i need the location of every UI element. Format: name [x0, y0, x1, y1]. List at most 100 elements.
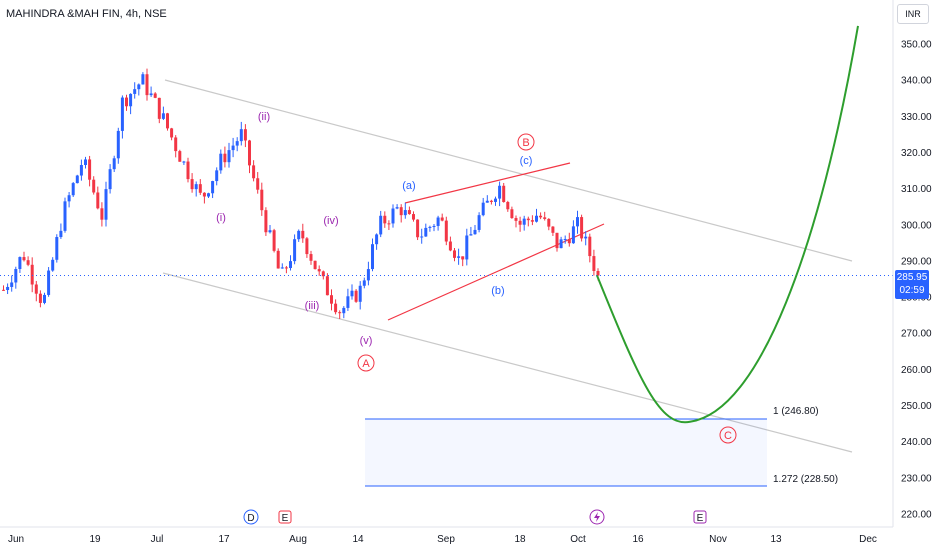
- candle: [289, 255, 292, 271]
- candle-body: [63, 201, 67, 231]
- candle-body: [211, 181, 215, 194]
- candle: [498, 181, 502, 207]
- candle-body: [416, 219, 420, 238]
- candle-body: [485, 200, 489, 203]
- candle: [576, 210, 579, 234]
- candle: [297, 229, 301, 242]
- candle-body: [153, 93, 157, 98]
- candle-body: [469, 234, 473, 236]
- price-tick-label: 300.00: [901, 220, 932, 231]
- channel-lower-line: [162, 272, 853, 453]
- candle-body: [243, 129, 247, 141]
- candle-body: [366, 269, 370, 281]
- candle: [543, 211, 547, 221]
- fib-level-1272-label: 1.272 (228.50): [773, 474, 838, 485]
- candle: [129, 93, 133, 115]
- currency-selector[interactable]: INR: [897, 4, 929, 24]
- candle: [104, 181, 108, 227]
- candle-body: [297, 230, 301, 240]
- candle-body: [194, 184, 198, 190]
- wave-label: B: [517, 133, 535, 151]
- candle: [580, 214, 584, 242]
- candle-body: [198, 184, 202, 193]
- candle: [510, 206, 514, 219]
- wave-circle: [357, 354, 375, 372]
- candle: [22, 251, 26, 262]
- candle: [75, 174, 79, 184]
- wave-circle: [517, 133, 535, 151]
- candle-body: [174, 137, 178, 152]
- candle-body: [350, 290, 354, 297]
- candle: [432, 224, 436, 232]
- candle-body: [202, 192, 206, 197]
- candle-body: [182, 161, 186, 163]
- candle-body: [145, 74, 149, 96]
- candle-body: [551, 226, 555, 233]
- wave-label-text: (b): [491, 285, 504, 297]
- candle-body: [264, 210, 268, 233]
- candle-body: [571, 226, 575, 244]
- candle-body: [313, 260, 317, 270]
- wave-circle: [719, 426, 737, 444]
- candle: [530, 215, 534, 226]
- candle-body: [55, 237, 59, 260]
- candle-body: [489, 200, 493, 202]
- wave-label: A: [357, 354, 375, 372]
- candle-body: [260, 189, 264, 211]
- candle-body: [547, 218, 551, 227]
- candle-body: [506, 202, 510, 210]
- time-tick-label: 13: [770, 534, 782, 545]
- candle-body: [338, 312, 342, 314]
- time-tick-label: Nov: [709, 534, 727, 545]
- chart-title: MAHINDRA &MAH FIN, 4h, NSE: [6, 8, 167, 20]
- candle: [366, 261, 370, 286]
- candle-body: [104, 189, 108, 220]
- event-marker-shape: [278, 510, 292, 524]
- price-tick-label: 270.00: [901, 329, 932, 340]
- candle: [387, 220, 391, 231]
- candle-body: [231, 145, 235, 151]
- candle: [59, 223, 63, 239]
- time-tick-label: Dec: [859, 534, 877, 545]
- candle-body: [494, 198, 497, 202]
- candle: [293, 234, 297, 265]
- candle-body: [2, 289, 5, 291]
- candle: [514, 215, 518, 228]
- candle: [219, 149, 223, 174]
- candle-body: [555, 232, 559, 249]
- candle-body: [321, 271, 325, 277]
- wave-label: (v): [360, 335, 373, 347]
- candle-body: [379, 215, 383, 235]
- candle-body: [10, 282, 14, 287]
- candle-body: [14, 268, 18, 283]
- candle: [166, 112, 169, 131]
- price-tick-label: 240.00: [901, 437, 932, 448]
- projection-curve: [596, 25, 859, 424]
- candle: [248, 139, 251, 174]
- candle-body: [448, 241, 452, 251]
- wave-label: (c): [520, 155, 533, 167]
- candle-body: [596, 270, 600, 276]
- candle-body: [120, 97, 124, 131]
- candle-body: [157, 97, 161, 119]
- candle-body: [293, 239, 297, 262]
- candle-body: [239, 129, 243, 142]
- candle-body: [252, 165, 256, 179]
- candle: [211, 180, 215, 199]
- candle: [588, 233, 592, 263]
- wave-label-text: (iii): [305, 300, 320, 312]
- candle: [559, 236, 563, 249]
- candle: [375, 233, 379, 250]
- candle: [116, 127, 120, 164]
- candle-body: [457, 256, 461, 258]
- candle-body: [436, 217, 440, 226]
- candle-body: [498, 185, 502, 199]
- candle: [239, 121, 243, 146]
- candle-body: [330, 295, 333, 304]
- candle: [272, 228, 276, 253]
- candle-body: [362, 280, 366, 286]
- candle: [317, 265, 321, 276]
- candle-body: [34, 284, 38, 294]
